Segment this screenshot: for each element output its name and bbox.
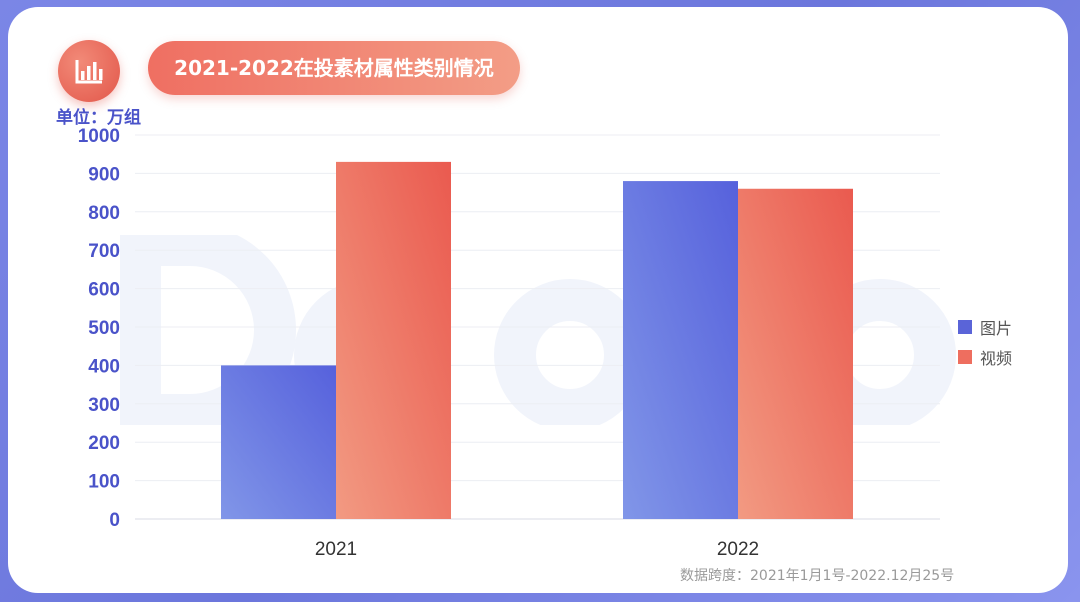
y-tick-label: 700: [88, 241, 120, 262]
bar-chart-icon: [58, 40, 120, 102]
legend: 图片 视频: [958, 316, 1012, 376]
legend-item-image[interactable]: 图片: [958, 316, 1012, 338]
y-tick-label: 400: [88, 356, 120, 377]
y-tick-label: 800: [88, 203, 120, 224]
x-tick-label: 2022: [717, 539, 759, 560]
y-tick-label: 0: [109, 510, 120, 531]
y-tick-label: 100: [88, 472, 120, 493]
y-tick-label: 300: [88, 395, 120, 416]
legend-swatch-image: [958, 320, 972, 334]
legend-swatch-video: [958, 350, 972, 364]
chart-title: 2021-2022在投素材属性类别情况: [148, 41, 520, 95]
bar-2021-video[interactable]: [336, 161, 451, 519]
y-tick-label: 1000: [78, 126, 120, 147]
y-tick-label: 600: [88, 280, 120, 301]
bar-2022-image[interactable]: [623, 181, 738, 519]
legend-label-image: 图片: [980, 319, 1013, 338]
x-tick-label: 2021: [315, 539, 357, 560]
legend-item-video[interactable]: 视频: [958, 346, 1012, 368]
bar-2022-video[interactable]: [738, 188, 853, 519]
bar-2021-image[interactable]: [221, 365, 336, 519]
unit-label: 单位：万组: [56, 108, 141, 128]
y-tick-label: 500: [88, 318, 120, 339]
source-note: 数据跨度：2021年1月1号-2022.12月25号: [680, 568, 955, 584]
y-tick-label: 200: [88, 433, 120, 454]
y-tick-label: 900: [88, 164, 120, 185]
legend-label-video: 视频: [980, 349, 1013, 368]
